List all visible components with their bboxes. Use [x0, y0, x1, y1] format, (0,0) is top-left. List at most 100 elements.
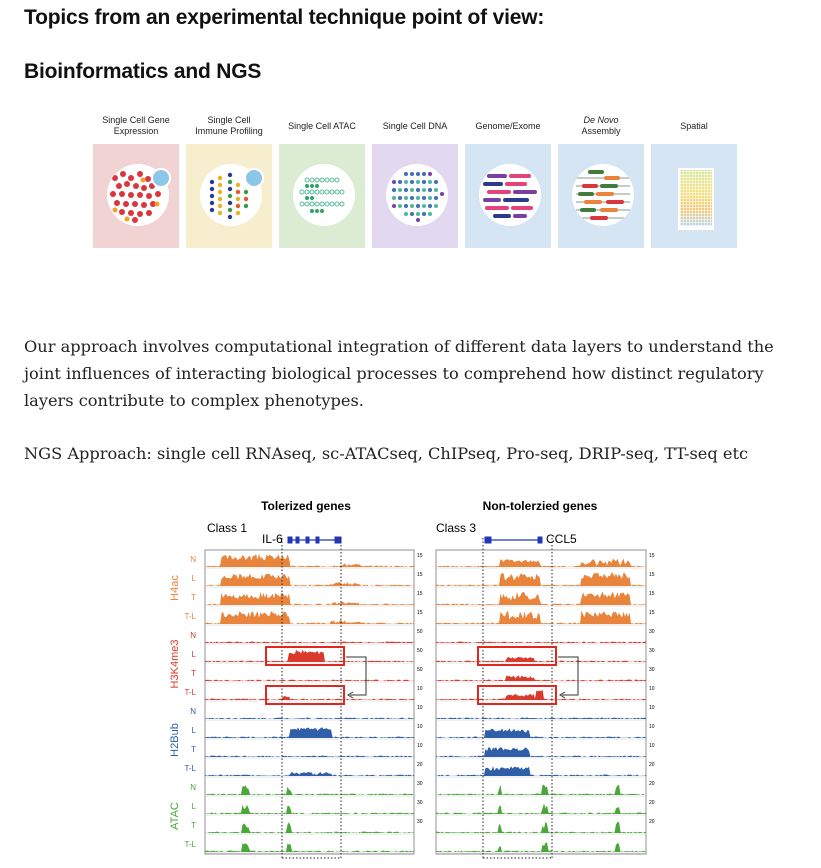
signal-track-h4ac: [205, 591, 414, 605]
scale-label-right: 15: [649, 591, 655, 597]
signal-track-atac: [436, 821, 646, 833]
signal-track-h3k4me3: [436, 641, 646, 643]
signal-track-atac: [205, 804, 414, 814]
scale-label-right: 15: [649, 572, 655, 578]
scale-label-right: 10: [649, 705, 655, 711]
signal-track-atac: [205, 785, 414, 795]
condition-label: T-L: [184, 840, 196, 849]
signal-track-atac: [436, 803, 646, 814]
panel-label-gene-expression: Single Cell Gene Expression: [102, 115, 170, 136]
scale-label-mid: 15: [417, 572, 423, 578]
condition-label: N: [190, 555, 196, 564]
condition-label: T: [191, 669, 196, 678]
signal-track-h2bub: [436, 766, 646, 776]
barcode-icon: [244, 168, 264, 188]
scale-label-right: 15: [649, 553, 655, 559]
signal-track-h4ac: [436, 558, 646, 567]
panel-de-novo: [558, 144, 644, 248]
mark-label-atac: ATAC: [169, 802, 181, 830]
gene-label-ccl5: CCL5: [546, 532, 577, 546]
signal-track-h3k4me3: [205, 696, 414, 700]
condition-label: L: [192, 574, 197, 583]
title-non-tolerized: Non-tolerzied genes: [483, 499, 598, 513]
condition-label: T: [191, 821, 196, 830]
condition-label: T-L: [184, 612, 196, 621]
condition-label: N: [190, 707, 196, 716]
scale-label-right: 20: [649, 800, 655, 806]
genome-browser-figure: Tolerized genes Non-tolerzied genes Clas…: [169, 499, 655, 859]
scale-label-right: 15: [649, 610, 655, 616]
signal-track-h3k4me3: [436, 675, 646, 681]
condition-label: N: [190, 631, 196, 640]
condition-label: T: [191, 745, 196, 754]
signal-track-h3k4me3: [205, 679, 414, 681]
scale-label-right: 20: [649, 781, 655, 787]
scale-label-mid: 20: [417, 762, 423, 768]
track-labels: H4acNLTT-LH3K4me3NLTT-LH2BubNLTT-LATACNL…: [169, 555, 197, 849]
scale-label-mid: 50: [417, 648, 423, 654]
panel-genome-exome: [465, 144, 551, 248]
immune-cells-illustration: [200, 164, 262, 226]
signal-track-h3k4me3: [205, 649, 414, 662]
signal-track-atac: [436, 784, 646, 795]
signal-track-h4ac: [205, 573, 414, 586]
scale-label-mid: 10: [417, 743, 423, 749]
comparison-arrows: [346, 656, 579, 699]
panel-label-spatial: Spatial: [680, 121, 708, 131]
scale-label-right: 10: [649, 743, 655, 749]
condition-label: T-L: [184, 764, 196, 773]
panel-label-genome-exome: Genome/Exome: [475, 121, 541, 131]
signal-track-h4ac: [436, 572, 646, 586]
condition-label: N: [190, 783, 196, 792]
condition-label: L: [192, 650, 197, 659]
signal-track-h2bub: [436, 747, 646, 757]
signal-track-h2bub: [205, 771, 414, 776]
h3k4me3-boxes: [265, 646, 557, 705]
gene-label-il6: IL-6: [262, 532, 283, 546]
scale-label-mid: 15: [417, 591, 423, 597]
signal-track-h2bub: [436, 728, 646, 738]
panel-label-de-novo: De Novo Assembly: [581, 115, 621, 136]
scale-label-mid: 15: [417, 610, 423, 616]
scale-label-mid: 30: [417, 781, 423, 787]
class-label-right: Class 3: [436, 521, 476, 535]
scale-label-mid: 30: [417, 819, 423, 825]
mark-label-h3k4me3: H3K4me3: [169, 640, 181, 689]
scale-label-mid: 10: [417, 705, 423, 711]
signal-track-atac: [436, 842, 646, 852]
approach-paragraph: Our approach involves computational inte…: [24, 337, 774, 410]
scale-label-mid: 10: [417, 724, 423, 730]
scale-label-mid: 50: [417, 667, 423, 673]
scale-label-right: 30: [649, 667, 655, 673]
highlight-regions: [281, 538, 553, 859]
signal-track-h4ac: [436, 610, 646, 624]
condition-label: L: [192, 802, 197, 811]
signal-tracks: [204, 549, 647, 855]
scale-label-right: 20: [649, 819, 655, 825]
signal-track-atac: [205, 822, 414, 833]
panel-immune-profiling: [186, 144, 272, 248]
panel-label-atac: Single Cell ATAC: [288, 121, 356, 131]
condition-label: T: [191, 593, 196, 602]
scale-label-right: 30: [649, 629, 655, 635]
tolerized-panel-frame: [204, 549, 415, 855]
signal-track-h2bub: [205, 755, 414, 757]
atac-illustration: [293, 164, 355, 226]
scale-label-right: 30: [649, 648, 655, 654]
panel-spatial: [651, 144, 737, 248]
mark-label-h4ac: H4ac: [169, 575, 181, 601]
scale-label-right: 10: [649, 686, 655, 692]
title-tolerized: Tolerized genes: [261, 499, 351, 513]
non-tolerized-panel-frame: [435, 549, 647, 855]
scale-label-right: 10: [649, 724, 655, 730]
scale-label-mid: 30: [417, 800, 423, 806]
signal-track-h3k4me3: [436, 656, 646, 662]
scale-label-mid: 15: [417, 553, 423, 559]
signal-track-h4ac: [205, 611, 414, 624]
ngs-approach-text: NGS Approach: single cell RNAseq, sc-ATA…: [24, 444, 749, 463]
signal-track-atac: [205, 843, 414, 852]
dna-illustration: [386, 164, 448, 226]
panel-atac: [279, 144, 365, 248]
class-label-left: Class 1: [207, 521, 247, 535]
signal-track-h2bub: [205, 727, 414, 738]
